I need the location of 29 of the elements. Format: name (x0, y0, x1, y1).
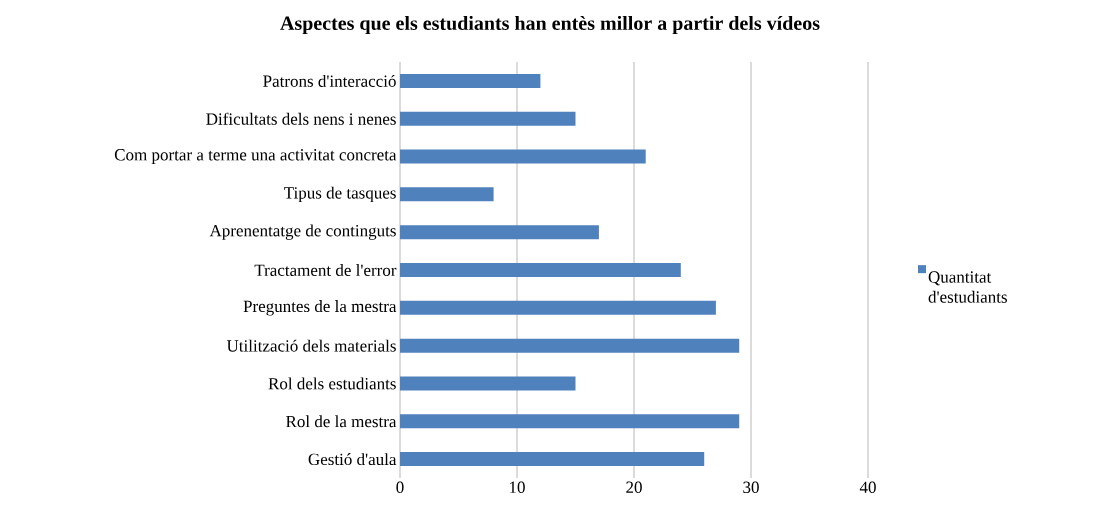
y-tick-label: Rol de la mestra (286, 415, 397, 428)
chart-title: Aspectes que els estudiants han entès millor a partir dels vídeos (280, 15, 820, 35)
bar (400, 225, 599, 240)
bar (400, 149, 646, 164)
y-tick-label: Gestió d'aula (308, 453, 397, 466)
x-tick-label: 20 (626, 481, 642, 494)
y-tick-label: Tipus de tasques (284, 186, 396, 203)
bar (400, 414, 740, 429)
x-tick-label: 0 (396, 481, 404, 494)
x-tick-label: 40 (859, 481, 876, 494)
bar (400, 452, 705, 467)
y-tick-label: Tractament de l'error (254, 264, 397, 276)
y-tick-label: Preguntes de la mestra (243, 300, 397, 316)
legend-label: Quantitat d'estudiants (928, 271, 1007, 303)
bar (400, 376, 576, 391)
bar (400, 338, 740, 353)
y-tick-label: Com portar a terme una activitat concreta (114, 149, 397, 164)
x-tick-label: 30 (743, 481, 759, 494)
y-tick-label: Utilització dels materials (226, 339, 396, 352)
bar (400, 187, 494, 202)
x-tick-label: 10 (509, 481, 525, 494)
y-tick-label: Dificultats dels nens i nenes (206, 112, 396, 125)
y-tick-label: Patrons d'interacció (263, 74, 396, 87)
y-tick-label: Aprenentatge de continguts (209, 224, 396, 240)
y-tick-label: Rol dels estudiants (268, 377, 396, 390)
bar (400, 73, 541, 88)
bar (400, 300, 716, 315)
bar (400, 263, 681, 277)
bar (400, 111, 576, 126)
